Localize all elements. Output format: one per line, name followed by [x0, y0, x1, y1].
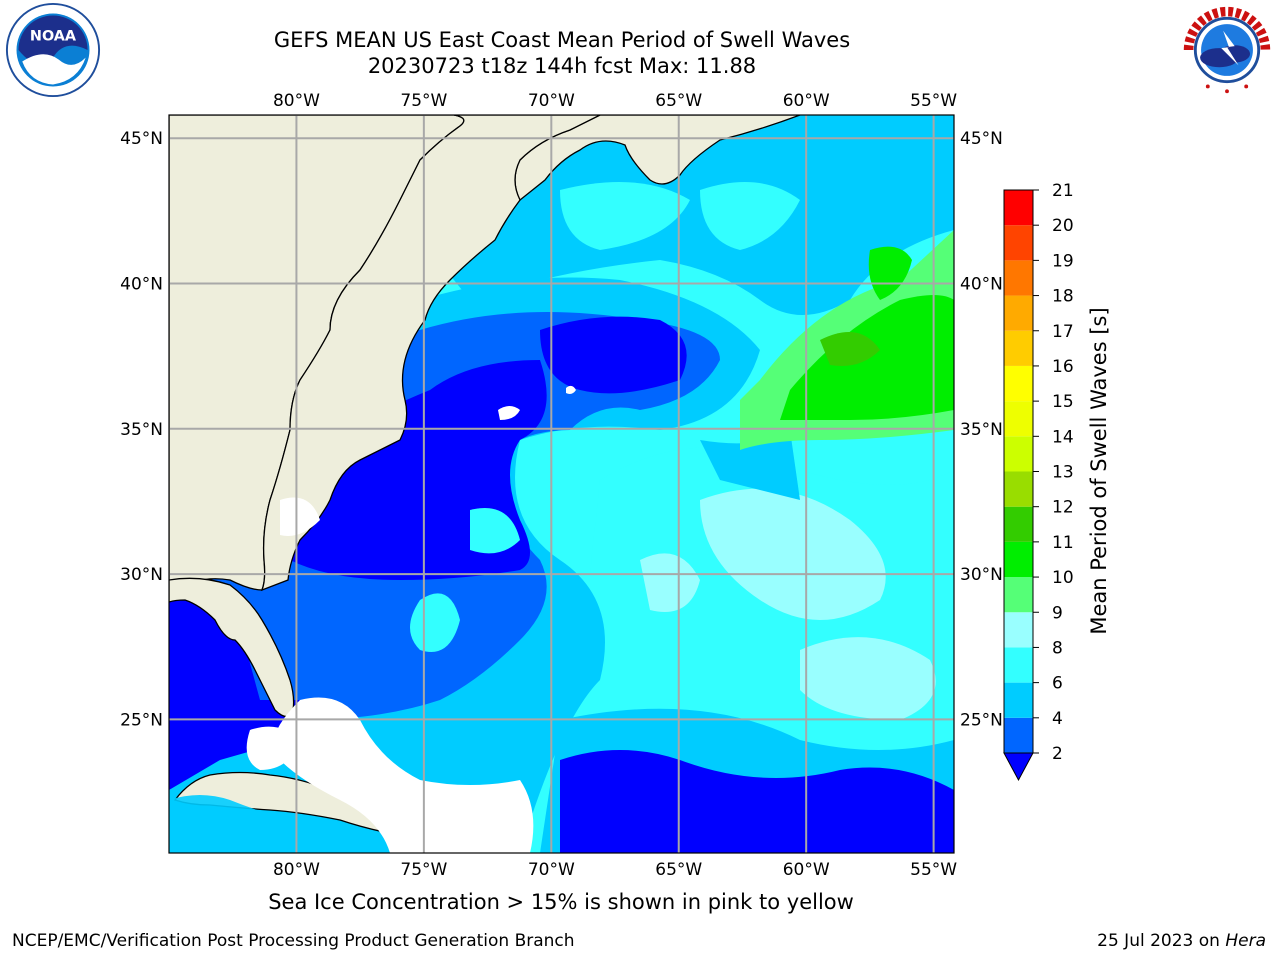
footer-date-text: 25 Jul 2023 on	[1097, 931, 1226, 951]
colorbar-extend-triangle	[1003, 752, 1034, 782]
period-8-9-region-central	[640, 553, 700, 612]
map-frame	[168, 114, 955, 854]
lon-tick-label-bottom: 75°W	[400, 860, 447, 880]
colorbar-tick-label: 11	[1052, 533, 1074, 553]
svg-text:NOAA: NOAA	[30, 28, 77, 44]
colorbar-tick-label: 13	[1052, 463, 1074, 483]
colorbar-bin	[1004, 260, 1033, 296]
lat-tick-label-left: 45°N	[120, 129, 163, 149]
no-data-region-coast	[280, 497, 320, 536]
colorbar-bin	[1004, 647, 1033, 683]
colorbar-tick-label: 14	[1052, 427, 1074, 447]
noaa-logo: NOAA	[5, 2, 101, 98]
lon-tick-label-top: 60°W	[783, 91, 830, 111]
colorbar-tick-label: 12	[1052, 498, 1074, 518]
colorbar-bin	[1004, 295, 1033, 331]
period-6-8-region-patch	[470, 508, 520, 554]
period-4-6-region-north	[169, 115, 954, 315]
colorbar-tick-label: 21	[1052, 181, 1074, 201]
lon-tick-label-bottom: 70°W	[528, 860, 575, 880]
lon-tick-label-bottom: 60°W	[783, 860, 830, 880]
lon-tick-label-bottom: 55°W	[910, 860, 957, 880]
sea-ice-note: Sea Ice Concentration > 15% is shown in …	[268, 890, 854, 914]
colorbar-label: Mean Period of Swell Waves [s]	[1087, 307, 1111, 634]
colorbar-bin	[1004, 365, 1033, 402]
colorbar-bin	[1004, 682, 1033, 718]
footer-host: Hera	[1225, 931, 1266, 951]
lat-tick-label-right: 30°N	[960, 565, 1003, 585]
colorbar-tick-label: 9	[1052, 603, 1063, 623]
colorbar-tick-label: 8	[1052, 638, 1063, 658]
graticule	[169, 115, 954, 853]
below-2-region-south	[560, 750, 954, 853]
colorbar-bin	[1004, 471, 1033, 507]
lon-tick-label-top: 80°W	[273, 91, 320, 111]
colorbar-tick-label: 15	[1052, 392, 1074, 412]
colorbar-bin	[1004, 190, 1033, 226]
nws-logo	[1180, 3, 1274, 97]
lon-tick-label-top: 65°W	[655, 91, 702, 111]
colorbar-bin	[1004, 225, 1033, 261]
colorbar-tick-label: 18	[1052, 287, 1074, 307]
lat-tick-label-left: 35°N	[120, 420, 163, 440]
lat-tick-label-right: 25°N	[960, 710, 1003, 730]
lat-tick-label-right: 45°N	[960, 129, 1003, 149]
plot-title: GEFS MEAN US East Coast Mean Period of S…	[273, 28, 851, 52]
colorbar-bin	[1004, 612, 1033, 648]
colorbar-bin	[1004, 541, 1033, 578]
colorbar-tick-label: 2	[1052, 744, 1063, 764]
lat-tick-label-left: 40°N	[120, 275, 163, 295]
no-data-region-bahamas	[273, 697, 534, 853]
lon-tick-label-top: 55°W	[910, 91, 957, 111]
period-4-6-region-central	[700, 430, 800, 500]
lat-tick-label-left: 25°N	[120, 710, 163, 730]
axis-labels: 80°W 80°W 75°W 75°W 70°W 70°W 65°W 65°W 60°W 60°W…	[120, 91, 1003, 880]
below-2-region-offshore	[540, 316, 687, 394]
footer-date: 25 Jul 2023 on Hera	[1097, 931, 1266, 951]
colorbar-tick-label: 16	[1052, 357, 1074, 377]
caribbean-shelf-region	[169, 795, 380, 853]
colorbar-tick-label: 6	[1052, 674, 1063, 694]
period-6-8-region-bahamas	[410, 593, 460, 652]
colorbar: 2 4 6 8 9 10 11 12 13 14 15 16 17 18 19 20 21 Mean Period…	[1003, 181, 1111, 782]
footer-credit: NCEP/EMC/Verification Post Processing Pr…	[12, 931, 575, 951]
colorbar-bin	[1004, 330, 1033, 366]
period-11-12-region	[820, 332, 880, 366]
plot-subtitle: 20230723 t18z 144h fcst Max: 11.88	[367, 54, 757, 78]
lon-tick-label-top: 75°W	[400, 91, 447, 111]
colorbar-bin	[1004, 577, 1033, 613]
lon-tick-label-bottom: 80°W	[273, 860, 320, 880]
period-8-9-region	[700, 488, 886, 620]
colorbar-tick-label: 17	[1052, 322, 1074, 342]
lat-tick-label-right: 35°N	[960, 420, 1003, 440]
no-data-patch-1	[498, 406, 520, 420]
map-area	[169, 115, 954, 853]
colorbar-bin	[1004, 401, 1033, 437]
period-10-11-region-north	[868, 246, 912, 300]
florida-land	[169, 577, 295, 718]
lon-tick-label-top: 70°W	[528, 91, 575, 111]
colorbar-bin	[1004, 506, 1033, 542]
colorbar-bin	[1004, 717, 1033, 753]
no-data-region-florida-straits	[246, 726, 300, 770]
colorbar-tick-label: 19	[1052, 251, 1074, 271]
colorbar-bin	[1004, 436, 1033, 472]
colorbar-tick-label: 10	[1052, 568, 1074, 588]
no-data-patch-2	[566, 385, 576, 394]
lat-tick-label-right: 40°N	[960, 275, 1003, 295]
period-8-9-region-south	[800, 637, 936, 720]
colorbar-tick-label: 4	[1052, 709, 1063, 729]
colorbar-tick-label: 20	[1052, 216, 1074, 236]
lat-tick-label-left: 30°N	[120, 565, 163, 585]
lon-tick-label-bottom: 65°W	[655, 860, 702, 880]
period-6-8-region-north	[700, 182, 800, 250]
period-6-8-region-gulf-of-maine	[560, 182, 690, 250]
